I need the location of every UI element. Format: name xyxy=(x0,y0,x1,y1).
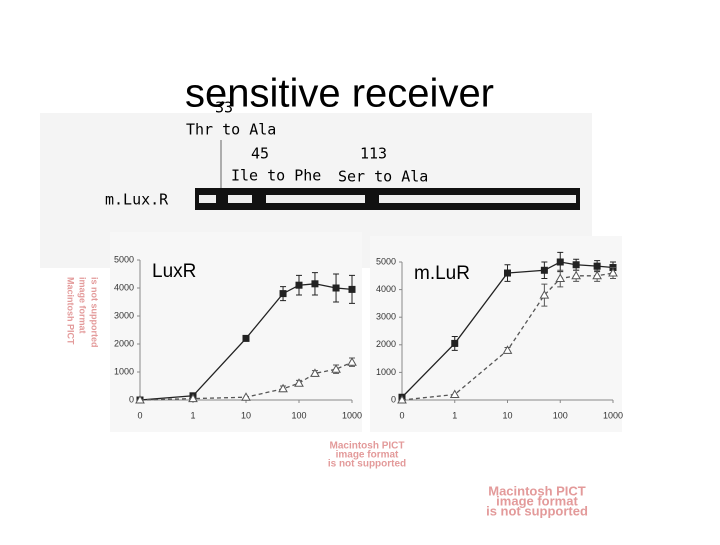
data-point xyxy=(295,281,303,289)
y-tick-label: 1000 xyxy=(376,367,396,377)
y-tick-label: 1000 xyxy=(114,366,134,376)
placeholder-text: image format xyxy=(78,277,88,334)
x-tick-label: 1 xyxy=(452,410,457,420)
placeholder-text: Macintosh PICT xyxy=(329,441,404,452)
data-point xyxy=(572,261,580,269)
data-point xyxy=(540,266,548,274)
mutation-change: Ile to Phe xyxy=(231,167,321,185)
data-point xyxy=(311,280,319,288)
data-point xyxy=(556,258,564,266)
data-point xyxy=(397,394,407,404)
protein-label: m.Lux.R xyxy=(105,191,169,209)
data-point xyxy=(571,270,581,280)
x-tick-label: 10 xyxy=(241,410,251,420)
data-point xyxy=(310,368,320,377)
x-tick-label: 1 xyxy=(190,410,195,420)
data-point xyxy=(502,345,513,354)
data-point xyxy=(278,383,288,393)
series-line xyxy=(401,272,614,401)
y-tick-label: 4000 xyxy=(376,284,396,294)
placeholder: Macintosh PICT image format is not suppo… xyxy=(66,277,100,348)
series-line xyxy=(139,283,353,401)
placeholder-text: is not supported xyxy=(486,503,588,518)
series-line xyxy=(139,361,353,401)
placeholder-text: image format xyxy=(336,450,399,461)
y-tick-label: 2000 xyxy=(114,338,134,348)
data-point xyxy=(279,290,287,298)
data-point xyxy=(539,290,550,299)
plot-title: m.LuR xyxy=(414,263,470,284)
data-point xyxy=(504,269,511,277)
y-tick-label: 3000 xyxy=(376,312,396,322)
placeholder-text: is not supported xyxy=(328,459,406,470)
mutation-change: Ser to Ala xyxy=(338,168,428,186)
slide-title: sensitive receiver xyxy=(185,72,494,116)
data-point xyxy=(241,392,251,401)
protein-inner xyxy=(199,195,576,203)
placeholder-text: image format xyxy=(496,493,578,508)
plot-title: LuxR xyxy=(152,261,196,282)
data-point xyxy=(347,357,357,366)
mutation-position: 45 xyxy=(251,145,269,163)
site xyxy=(365,192,379,206)
site xyxy=(216,192,228,206)
data-point xyxy=(348,285,356,293)
plot-background xyxy=(110,232,362,432)
placeholder-text: Macintosh PICT xyxy=(66,277,76,345)
mutation-position: 113 xyxy=(360,145,387,163)
x-tick-label: 1000 xyxy=(603,410,623,420)
x-tick-label: 0 xyxy=(399,410,404,420)
data-point xyxy=(449,389,460,398)
x-tick-label: 1000 xyxy=(342,410,362,420)
site xyxy=(252,192,266,206)
mutation-position: 33 xyxy=(215,99,233,117)
y-tick-label: 4000 xyxy=(114,282,134,292)
data-point xyxy=(592,270,602,280)
data-point xyxy=(331,364,341,373)
data-point xyxy=(332,284,340,292)
y-tick-label: 5000 xyxy=(114,254,134,264)
mutation-change: Thr to Ala xyxy=(186,121,276,139)
y-tick-label: 3000 xyxy=(114,310,134,320)
data-point xyxy=(555,273,566,283)
x-tick-label: 100 xyxy=(291,410,306,420)
data-point xyxy=(188,393,198,403)
data-point xyxy=(294,378,304,387)
data-point xyxy=(451,339,459,347)
y-tick-label: 5000 xyxy=(376,256,396,266)
data-point xyxy=(135,394,145,404)
x-tick-label: 100 xyxy=(553,410,568,420)
x-tick-label: 0 xyxy=(137,410,142,420)
x-tick-label: 10 xyxy=(502,410,512,420)
y-tick-label: 2000 xyxy=(376,339,396,349)
y-tick-label: 0 xyxy=(391,394,396,404)
y-tick-label: 0 xyxy=(129,394,134,404)
data-point xyxy=(242,334,250,342)
data-point xyxy=(608,268,618,277)
data-point xyxy=(593,262,601,270)
placeholder-text: is not supported xyxy=(90,277,100,348)
placeholder-text: Macintosh PICT xyxy=(488,483,586,498)
